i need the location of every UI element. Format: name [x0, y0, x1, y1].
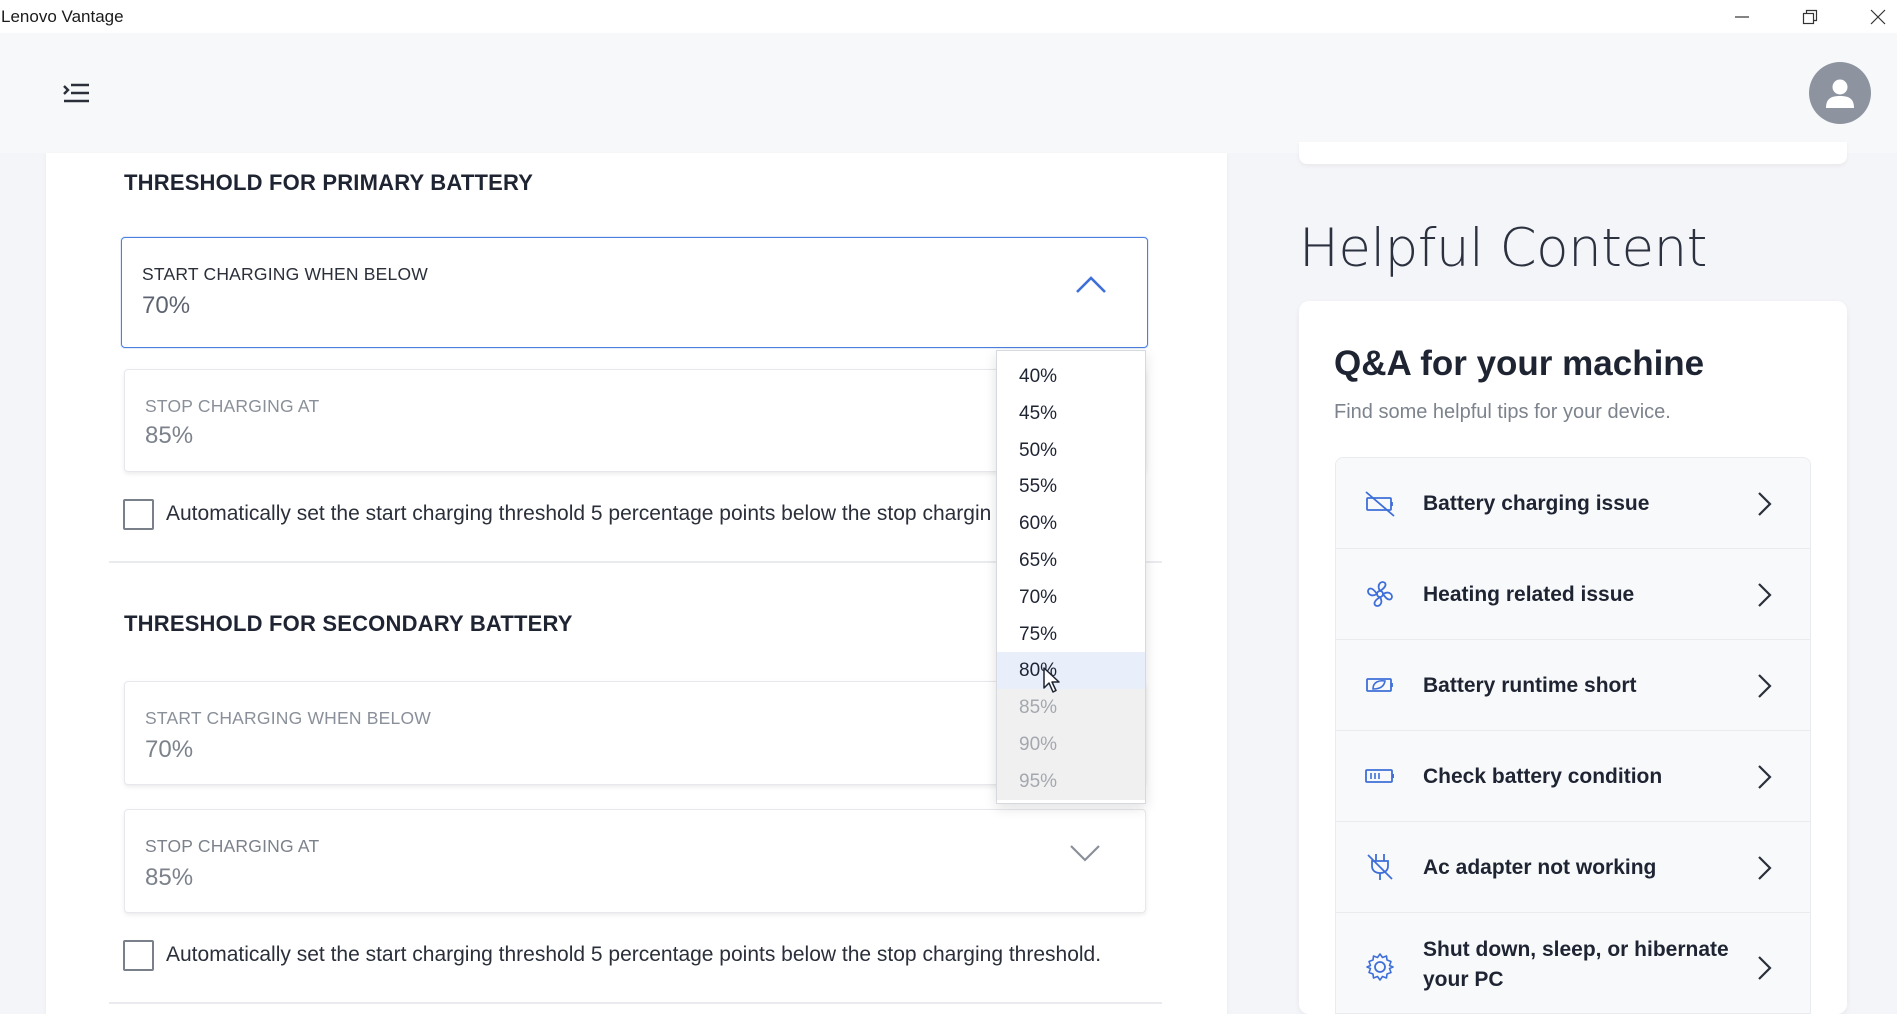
primary-section-title: THRESHOLD FOR PRIMARY BATTERY — [124, 170, 534, 195]
menu-icon — [63, 83, 89, 103]
close-button[interactable] — [1848, 0, 1897, 33]
dropdown-option-85: 85% — [997, 689, 1145, 726]
qa-item-label: Shut down, sleep, or hibernate your PC — [1423, 938, 1729, 991]
restore-button[interactable] — [1780, 0, 1840, 33]
dropdown-option-90: 90% — [997, 726, 1145, 763]
secondary-start-value: 70% — [145, 736, 194, 763]
chevron-right-icon — [1758, 856, 1772, 880]
secondary-start-charging-select[interactable]: START CHARGING WHEN BELOW 70% — [124, 681, 1146, 785]
secondary-stop-label: STOP CHARGING AT — [145, 836, 320, 856]
minimize-button[interactable] — [1712, 0, 1772, 33]
title-bar: Lenovo Vantage — [0, 0, 1897, 33]
secondary-auto-threshold-label: Automatically set the start charging thr… — [166, 943, 1102, 966]
chevron-right-icon — [1758, 674, 1772, 698]
dropdown-option-70[interactable]: 70% — [1019, 587, 1058, 608]
chevron-right-icon — [1758, 583, 1772, 607]
dropdown-option-55[interactable]: 55% — [1019, 476, 1058, 497]
chevron-up-icon — [1076, 276, 1106, 293]
qa-item-label: Ac adapter not working — [1423, 856, 1657, 879]
primary-stop-label: STOP CHARGING AT — [145, 396, 320, 416]
dropdown-option-65[interactable]: 65% — [1019, 550, 1058, 571]
top-card-edge — [1299, 142, 1847, 164]
primary-stop-value: 85% — [145, 422, 194, 449]
secondary-auto-threshold-checkbox[interactable] — [123, 940, 154, 971]
dropdown-option-95: 95% — [997, 763, 1145, 800]
section-divider — [109, 1002, 1162, 1004]
plug-slash-icon — [1367, 854, 1393, 880]
secondary-section-title: THRESHOLD FOR SECONDARY BATTERY — [124, 611, 573, 636]
gear-icon — [1366, 953, 1394, 981]
window-title: Lenovo Vantage — [1, 7, 124, 26]
qa-subtitle: Find some helpful tips for your device. — [1334, 401, 1671, 423]
primary-start-label: START CHARGING WHEN BELOW — [142, 264, 428, 284]
fan-icon — [1367, 581, 1393, 607]
qa-item-label: Check battery condition — [1423, 765, 1663, 788]
battery-icon — [1365, 769, 1394, 783]
restore-icon — [1802, 9, 1818, 24]
qa-item-heating-related-issue[interactable]: Heating related issue — [1336, 549, 1810, 640]
minimize-icon — [1735, 15, 1749, 18]
qa-item-shut-down-sleep-hibernate[interactable]: Shut down, sleep, or hibernate your PC — [1336, 913, 1810, 1013]
menu-toggle-button[interactable] — [58, 76, 94, 112]
qa-list: Battery charging issue Heating related i… — [1335, 457, 1811, 1014]
chevron-right-icon — [1758, 765, 1772, 789]
qa-item-label: Battery charging issue — [1423, 492, 1650, 515]
secondary-stop-value: 85% — [145, 864, 194, 891]
section-divider — [109, 561, 1162, 563]
chevron-right-icon — [1758, 956, 1772, 980]
primary-auto-threshold-checkbox[interactable] — [123, 499, 154, 530]
dropdown-option-60[interactable]: 60% — [1019, 513, 1058, 534]
app-header — [0, 33, 1897, 153]
dropdown-option-50[interactable]: 50% — [1019, 440, 1058, 461]
dropdown-option-45[interactable]: 45% — [1019, 403, 1058, 424]
start-charging-dropdown: 40% 45% 50% 55% 60% 65% 70% 75% 80% 85% … — [996, 350, 1146, 804]
battery-slash-icon — [1365, 491, 1395, 517]
user-icon — [1826, 79, 1854, 108]
qa-item-battery-charging-issue[interactable]: Battery charging issue — [1336, 458, 1810, 549]
dropdown-option-40[interactable]: 40% — [1019, 366, 1058, 387]
qa-item-ac-adapter-not-working[interactable]: Ac adapter not working — [1336, 822, 1810, 913]
close-icon — [1870, 9, 1886, 24]
user-avatar-button[interactable] — [1809, 62, 1871, 124]
primary-stop-charging-select[interactable]: STOP CHARGING AT 85% — [124, 369, 1146, 472]
primary-start-charging-select[interactable]: START CHARGING WHEN BELOW 70% — [121, 237, 1148, 348]
helpful-content-heading: Helpful Content — [1299, 218, 1707, 279]
qa-item-check-battery-condition[interactable]: Check battery condition — [1336, 731, 1810, 822]
secondary-stop-charging-select[interactable]: STOP CHARGING AT 85% — [124, 809, 1146, 913]
qa-title: Q&A for your machine — [1334, 344, 1705, 383]
primary-start-value: 70% — [142, 292, 191, 319]
dropdown-option-75[interactable]: 75% — [1019, 624, 1058, 645]
battery-leaf-icon — [1366, 678, 1393, 692]
qa-item-label: Battery runtime short — [1423, 674, 1637, 697]
dropdown-option-80[interactable]: 80% — [997, 652, 1145, 689]
primary-auto-threshold-label: Automatically set the start charging thr… — [166, 502, 992, 525]
qa-item-label: Heating related issue — [1423, 583, 1635, 606]
chevron-down-icon — [1070, 845, 1100, 862]
chevron-right-icon — [1758, 492, 1772, 516]
mouse-cursor-icon — [1043, 667, 1060, 693]
qa-item-battery-runtime-short[interactable]: Battery runtime short — [1336, 640, 1810, 731]
secondary-start-label: START CHARGING WHEN BELOW — [145, 708, 431, 728]
